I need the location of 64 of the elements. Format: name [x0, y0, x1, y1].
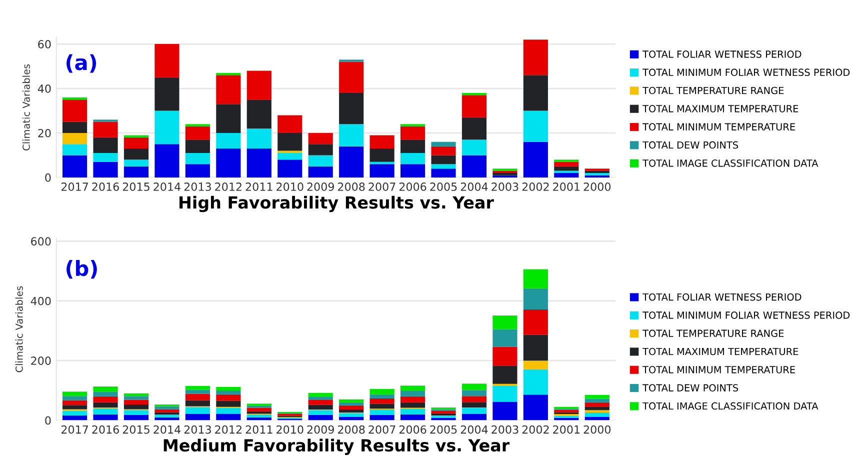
x-tick-label: 2016	[92, 425, 119, 434]
y-tick-label: 0	[45, 416, 51, 425]
x-tick-label: 2002	[522, 182, 549, 191]
x-tick-label: 2005	[430, 425, 457, 434]
legend-label: TOTAL TEMPERATURE RANGE	[642, 330, 784, 338]
x-tick-label: 2009	[307, 182, 334, 191]
x-tick-label: 2003	[492, 425, 518, 434]
x-tick-label: 2015	[122, 425, 150, 434]
x-tick-label: 2008	[338, 425, 365, 434]
legend-label: TOTAL MINIMUM FOLIAR WETNESS PERIOD	[642, 312, 850, 319]
x-tick-label: 2017	[61, 425, 88, 434]
x-tick-label: 2002	[522, 425, 549, 434]
x-tick-label: 2013	[184, 425, 211, 434]
y-tick-label: 600	[31, 237, 51, 246]
legend-label: TOTAL MINIMUM TEMPERATURE	[642, 123, 795, 131]
x-tick-label: 2016	[92, 182, 119, 191]
x-tick-label: 2014	[154, 182, 180, 191]
x-tick-label: 2007	[368, 425, 396, 434]
annotation: (a)	[66, 54, 96, 73]
x-tick-label: 2000	[584, 182, 611, 191]
x-tick-label: 2003	[492, 182, 518, 191]
x-tick-label: 2006	[399, 425, 426, 434]
legend-label: TOTAL FOLIAR WETNESS PERIOD	[642, 293, 802, 301]
x-tick-label: 2000	[584, 425, 611, 434]
x-tick-label: 2001	[553, 425, 580, 434]
x-tick-label: 2001	[553, 182, 580, 191]
y-tick-label: 60	[38, 40, 51, 48]
x-tick-label: 2011	[246, 182, 272, 191]
x-tick-label: 2012	[215, 182, 242, 191]
y-axis-title: Climatic Variables	[22, 64, 30, 150]
legend-label: TOTAL MAXIMUM TEMPERATURE	[642, 348, 798, 356]
x-tick-label: 2004	[460, 425, 488, 434]
x-tick-label: 2013	[184, 182, 211, 191]
x-tick-label: 2010	[276, 425, 304, 434]
y-tick-label: 40	[38, 84, 51, 93]
x-tick-label: 2007	[368, 182, 396, 191]
y-tick-label: 400	[30, 296, 51, 306]
legend-label: TOTAL MAXIMUM TEMPERATURE	[642, 104, 798, 112]
y-axis-title: Climatic Variables	[15, 286, 23, 372]
x-tick-label: 2006	[399, 182, 426, 191]
legend-label: TOTAL MINIMUM FOLIAR WETNESS PERIOD	[642, 68, 850, 76]
x-tick-label: 2008	[338, 182, 365, 191]
y-tick-label: 200	[31, 356, 51, 365]
x-tick-label: 2004	[460, 182, 488, 191]
x-tick-label: 2012	[215, 425, 242, 434]
x-tick-label: 2017	[61, 182, 88, 191]
x-axis-title: Medium Favorability Results vs. Year	[164, 438, 510, 455]
legend-label: TOTAL FOLIAR WETNESS PERIOD	[642, 50, 802, 58]
legend-label: TOTAL DEW POINTS	[642, 384, 738, 392]
x-tick-label: 2015	[122, 182, 150, 191]
x-tick-label: 2009	[307, 425, 334, 434]
y-tick-label: 0	[45, 173, 51, 182]
x-tick-label: 2014	[154, 425, 180, 434]
annotation: (b)	[66, 260, 97, 279]
legend-label: TOTAL IMAGE CLASSIFICATION DATA	[642, 402, 818, 410]
x-axis-title: High Favorability Results vs. Year	[180, 196, 494, 212]
y-tick-label: 20	[38, 128, 51, 138]
x-tick-label: 2011	[246, 425, 272, 434]
legend-label: TOTAL TEMPERATURE RANGE	[642, 86, 784, 94]
legend-label: TOTAL IMAGE CLASSIFICATION DATA	[642, 159, 818, 167]
x-tick-label: 2005	[430, 182, 457, 191]
legend-label: TOTAL MINIMUM TEMPERATURE	[642, 366, 795, 374]
x-tick-label: 2010	[276, 182, 304, 191]
legend-label: TOTAL DEW POINTS	[642, 141, 738, 149]
